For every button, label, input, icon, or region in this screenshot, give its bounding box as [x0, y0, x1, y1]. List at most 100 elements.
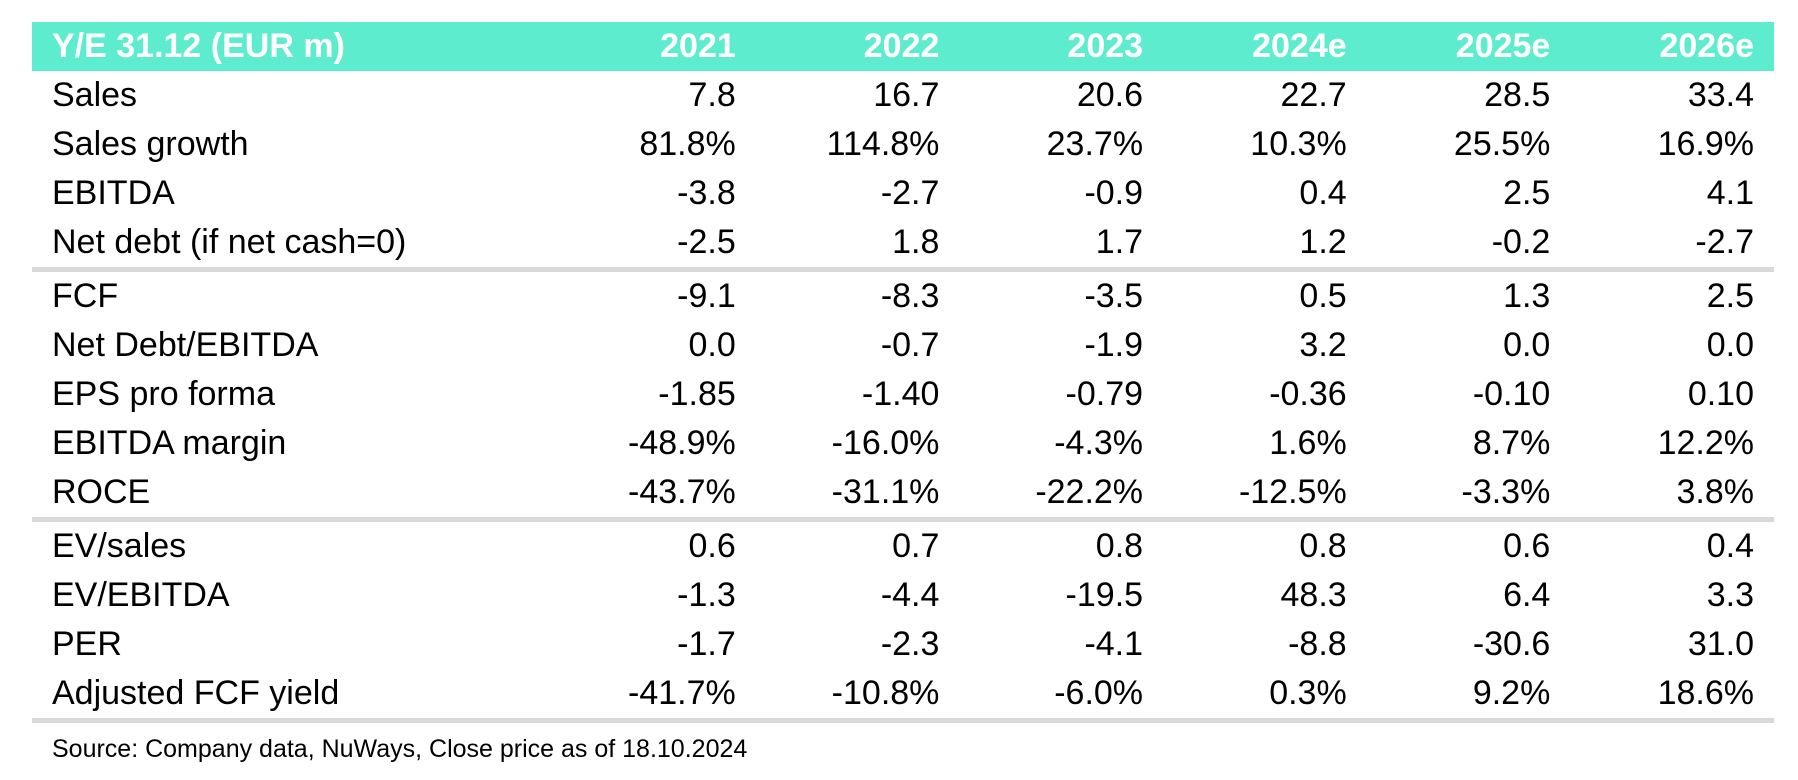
cell-value: -2.5 [552, 218, 756, 272]
table-row-sales: Sales 7.8 16.7 20.6 22.7 28.5 33.4 [32, 71, 1774, 120]
cell-value: 0.8 [1095, 527, 1144, 565]
row-label: Net Debt/EBITDA [52, 326, 319, 364]
cell-value: -19.5 [1065, 576, 1144, 614]
header-year-2026e: 2026e [1570, 22, 1774, 71]
table-row-net-debt-ebitda: Net Debt/EBITDA 0.0 -0.7 -1.9 3.2 0.0 0.… [32, 321, 1774, 370]
table-row-net-debt: Net debt (if net cash=0) -2.5 1.8 1.7 1.… [32, 218, 1774, 272]
row-label: Sales growth [52, 125, 249, 163]
cell-value: 2.5 [1503, 174, 1551, 212]
cell-value: 3.3 [1706, 576, 1754, 614]
cell-value: -1.40 [861, 375, 940, 413]
header-row: Y/E 31.12 (EUR m) 2021 2022 2023 2024e 2… [32, 22, 1774, 71]
table-row-fcf: FCF -9.1 -8.3 -3.5 0.5 1.3 2.5 [32, 270, 1774, 322]
cell-value: 28.5 [1484, 76, 1551, 114]
cell-value: -0.79 [1065, 375, 1144, 413]
cell-value: -4.4 [880, 576, 940, 614]
row-label: Adjusted FCF yield [32, 669, 553, 723]
header-year-2024e: 2024e [1163, 22, 1367, 71]
cell-value: 0.4 [1299, 174, 1347, 212]
cell-value: 6.4 [1503, 576, 1551, 614]
cell-value: 0.4 [1706, 527, 1754, 565]
row-label: EBITDA margin [52, 424, 287, 462]
cell-value: -0.7 [880, 326, 940, 364]
table-row-ev-ebitda: EV/EBITDA -1.3 -4.4 -19.5 48.3 6.4 3.3 [32, 571, 1774, 620]
cell-value: -3.8 [677, 174, 736, 212]
cell-value: 31.0 [1687, 625, 1754, 663]
cell-value: -12.5% [1163, 468, 1367, 522]
table-row-ev-sales: EV/sales 0.6 0.7 0.8 0.8 0.6 0.4 [32, 520, 1774, 572]
cell-value: -22.2% [959, 468, 1164, 522]
cell-value: 16.7 [873, 76, 940, 114]
cell-value: 1.6% [1269, 424, 1347, 462]
cell-value: -8.8 [1288, 625, 1347, 663]
cell-value: -1.3 [677, 576, 736, 614]
header-year-2022: 2022 [755, 22, 960, 71]
cell-value: -43.7% [552, 468, 756, 522]
cell-value: -48.9% [628, 424, 736, 462]
cell-value: 0.7 [892, 527, 940, 565]
row-label: Sales [52, 76, 138, 114]
cell-value: 48.3 [1280, 576, 1347, 614]
cell-value: 8.7% [1472, 424, 1551, 462]
cell-value: -2.7 [1570, 218, 1774, 272]
cell-value: -4.3% [1054, 424, 1144, 462]
cell-value: 16.9% [1657, 125, 1754, 163]
row-label: EV/EBITDA [52, 576, 230, 614]
row-label: EV/sales [52, 527, 187, 565]
cell-value: -4.1 [1084, 625, 1144, 663]
cell-value: 33.4 [1687, 76, 1754, 114]
cell-value: -41.7% [552, 669, 756, 723]
cell-value: 0.10 [1687, 375, 1754, 413]
header-year-2025e: 2025e [1366, 22, 1571, 71]
financial-summary-table: Y/E 31.12 (EUR m) 2021 2022 2023 2024e 2… [32, 22, 1774, 723]
table-row-ebitda: EBITDA -3.8 -2.7 -0.9 0.4 2.5 4.1 [32, 169, 1774, 218]
cell-value: 7.8 [688, 76, 736, 114]
cell-value: -3.5 [1084, 277, 1144, 315]
cell-value: -2.3 [880, 625, 940, 663]
header-year-2021: 2021 [552, 22, 756, 71]
cell-value: -31.1% [755, 468, 960, 522]
cell-value: -0.9 [1084, 174, 1144, 212]
cell-value: -2.7 [880, 174, 940, 212]
cell-value: 18.6% [1570, 669, 1774, 723]
cell-value: 10.3% [1250, 125, 1347, 163]
header-year-2023: 2023 [959, 22, 1164, 71]
cell-value: -1.85 [658, 375, 736, 413]
cell-value: -9.1 [677, 277, 736, 315]
table-row-per: PER -1.7 -2.3 -4.1 -8.8 -30.6 31.0 [32, 620, 1774, 669]
cell-value: 1.7 [959, 218, 1164, 272]
row-label: Net debt (if net cash=0) [32, 218, 553, 272]
cell-value: 4.1 [1706, 174, 1754, 212]
cell-value: -1.9 [1084, 326, 1144, 364]
cell-value: 22.7 [1280, 76, 1347, 114]
cell-value: 114.8% [826, 125, 940, 163]
row-label: PER [52, 625, 122, 663]
cell-value: -0.2 [1366, 218, 1571, 272]
row-label: EBITDA [52, 174, 175, 212]
cell-value: 0.0 [688, 326, 736, 364]
row-label: EPS pro forma [52, 375, 275, 413]
cell-value: 0.0 [1503, 326, 1551, 364]
cell-value: -0.36 [1269, 375, 1347, 413]
cell-value: 0.5 [1299, 277, 1347, 315]
cell-value: 2.5 [1706, 277, 1754, 315]
cell-value: 25.5% [1453, 125, 1551, 163]
financial-table-container: Y/E 31.12 (EUR m) 2021 2022 2023 2024e 2… [32, 22, 1774, 723]
table-row-adjusted-fcf-yield: Adjusted FCF yield -41.7% -10.8% -6.0% 0… [32, 669, 1774, 723]
cell-value: -10.8% [755, 669, 960, 723]
table-row-eps-pro-forma: EPS pro forma -1.85 -1.40 -0.79 -0.36 -0… [32, 370, 1774, 419]
cell-value: 0.6 [688, 527, 736, 565]
table-body: Sales 7.8 16.7 20.6 22.7 28.5 33.4 Sales… [32, 71, 1774, 723]
cell-value: 81.8% [639, 125, 736, 163]
cell-value: 1.8 [755, 218, 960, 272]
cell-value: -30.6 [1472, 625, 1551, 663]
source-note: Source: Company data, NuWays, Close pric… [52, 735, 748, 763]
cell-value: -6.0% [959, 669, 1164, 723]
cell-value: 0.3% [1163, 669, 1367, 723]
row-label: ROCE [32, 468, 553, 522]
table-row-sales-growth: Sales growth 81.8% 114.8% 23.7% 10.3% 25… [32, 120, 1774, 169]
cell-value: 3.8% [1570, 468, 1774, 522]
cell-value: -0.10 [1472, 375, 1551, 413]
cell-value: 0.6 [1503, 527, 1551, 565]
cell-value: -16.0% [831, 424, 940, 462]
